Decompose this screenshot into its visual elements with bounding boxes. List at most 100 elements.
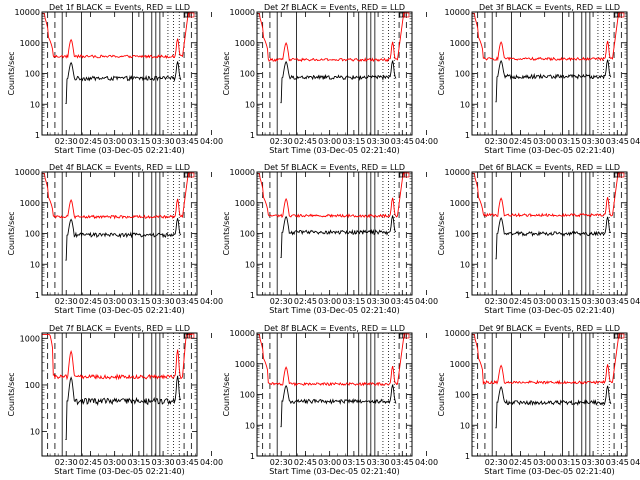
x-tick-label: 04:00 [200, 297, 223, 306]
x-tick-label: 03:00 [533, 137, 556, 146]
x-tick-label: 04:00 [200, 137, 223, 146]
panel-title: Det 3f BLACK = Events, RED = LLD [479, 3, 620, 12]
x-tick-label: 02:30 [270, 297, 293, 306]
marker-box [188, 12, 195, 18]
x-tick-label: 02:45 [509, 297, 532, 306]
y-tick-label: 10000 [445, 329, 470, 338]
y-tick-label: 100 [25, 381, 40, 390]
x-tick-label: 04:00 [200, 458, 223, 467]
series-lld-line [472, 332, 623, 386]
y-tick-label: 100 [25, 230, 40, 239]
y-axis-label: Counts/sec [437, 372, 446, 416]
y-tick-label: 1000 [450, 199, 470, 208]
y-tick-label: 100 [240, 70, 255, 79]
x-tick-label: 02:45 [294, 297, 317, 306]
marker-box [403, 172, 410, 178]
y-tick-label: 100 [455, 70, 470, 79]
panel-title: Det 5f BLACK = Events, RED = LLD [264, 163, 405, 172]
x-tick-label: 03:45 [176, 458, 199, 467]
x-tick-label: 02:45 [294, 458, 317, 467]
x-tick-label: 02:30 [485, 297, 508, 306]
marker-box [188, 172, 195, 178]
x-tick-label: 04:00 [415, 297, 438, 306]
y-axis-label: Counts/sec [437, 211, 446, 255]
y-tick-label: 10000 [15, 168, 40, 177]
x-tick-label: 03:45 [391, 458, 414, 467]
y-tick-label: 1000 [20, 334, 40, 343]
y-tick-label: 1000 [235, 360, 255, 369]
x-tick-label: 03:45 [606, 137, 629, 146]
x-tick-label: 03:30 [582, 137, 605, 146]
y-tick-label: 10000 [445, 168, 470, 177]
y-tick-label: 100 [455, 230, 470, 239]
x-tick-label: 02:45 [79, 297, 102, 306]
x-tick-label: 03:15 [557, 458, 580, 467]
series-lld-line [472, 11, 623, 62]
y-tick-label: 10000 [445, 8, 470, 17]
y-tick-label: 1000 [235, 199, 255, 208]
x-tick-label: 03:30 [152, 297, 175, 306]
y-tick-label: 10 [30, 260, 40, 269]
panel-det-5: Det 5f BLACK = Events, RED = LLD 1 10 100 10… [222, 163, 438, 315]
panel-det-1: Det 1f BLACK = Events, RED = LLD 1 10 100 10… [7, 3, 223, 155]
y-tick-label: 10 [460, 421, 470, 430]
y-tick-label: 1 [465, 131, 470, 140]
x-tick-label: 03:30 [582, 458, 605, 467]
series-events-line [495, 385, 612, 429]
panel-title: Det 2f BLACK = Events, RED = LLD [264, 3, 405, 12]
x-tick-label: 03:30 [367, 137, 390, 146]
series-lld-line [42, 11, 193, 59]
y-axis-label: Counts/sec [222, 51, 231, 95]
series-lld-line [257, 332, 408, 387]
panel-title: Det 4f BLACK = Events, RED = LLD [49, 163, 190, 172]
x-tick-label: 02:45 [79, 458, 102, 467]
panel-det-9: Det 9f BLACK = Events, RED = LLD 1 10 100 10… [437, 324, 640, 476]
series-events-line [65, 218, 182, 261]
marker-box [403, 12, 410, 18]
x-axis-label: Start Time (03-Dec-05 02:21:40) [484, 306, 615, 315]
x-tick-label: 02:30 [270, 458, 293, 467]
x-tick-label: 04:00 [630, 297, 640, 306]
x-tick-label: 02:30 [270, 137, 293, 146]
x-tick-label: 03:30 [367, 297, 390, 306]
series-lld-line [472, 171, 623, 218]
x-tick-label: 03:00 [318, 458, 341, 467]
y-tick-label: 1000 [450, 360, 470, 369]
y-axis-label: Counts/sec [437, 51, 446, 95]
series-events-line [495, 216, 611, 260]
x-axis-label: Start Time (03-Dec-05 02:21:40) [269, 146, 400, 155]
y-tick-label: 1 [250, 291, 255, 300]
x-axis-label: Start Time (03-Dec-05 02:21:40) [54, 146, 185, 155]
y-tick-label: 10 [245, 100, 255, 109]
x-tick-label: 03:00 [533, 297, 556, 306]
y-axis-label: Counts/sec [222, 211, 231, 255]
series-events-line [280, 384, 397, 428]
series-events-line [65, 61, 182, 105]
x-tick-label: 03:00 [103, 458, 126, 467]
y-tick-label: 1 [35, 131, 40, 140]
series-events-line [280, 215, 397, 259]
x-tick-label: 03:30 [582, 297, 605, 306]
y-tick-label: 1 [465, 291, 470, 300]
y-tick-label: 1000 [450, 39, 470, 48]
y-tick-label: 10000 [15, 8, 40, 17]
x-axis-label: Start Time (03-Dec-05 02:21:40) [484, 146, 615, 155]
x-tick-label: 03:15 [127, 297, 150, 306]
panel-det-3: Det 3f BLACK = Events, RED = LLD 1 10 100 10… [437, 3, 640, 155]
panel-title: Det 8f BLACK = Events, RED = LLD [264, 324, 405, 333]
x-tick-label: 03:45 [391, 297, 414, 306]
x-tick-label: 02:30 [55, 297, 78, 306]
x-tick-label: 02:45 [509, 137, 532, 146]
x-tick-label: 02:45 [509, 458, 532, 467]
series-events-line [495, 59, 612, 103]
series-events-line [65, 375, 182, 441]
y-tick-label: 1 [35, 291, 40, 300]
x-tick-label: 03:15 [127, 137, 150, 146]
y-tick-label: 10000 [230, 168, 255, 177]
x-tick-label: 03:45 [391, 137, 414, 146]
y-tick-label: 1000 [20, 199, 40, 208]
y-axis-label: Counts/sec [222, 372, 231, 416]
x-tick-label: 03:45 [606, 297, 629, 306]
